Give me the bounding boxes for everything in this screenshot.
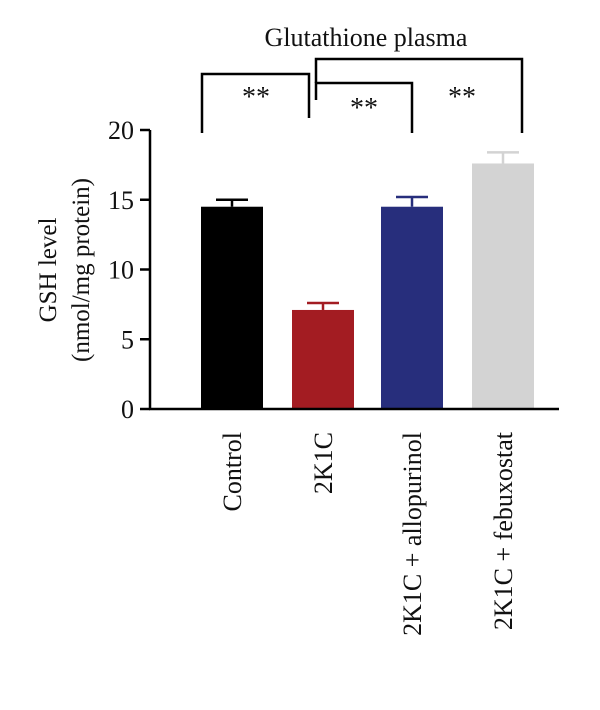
bar bbox=[381, 206, 443, 409]
significance-annotations: ** ** ** bbox=[200, 57, 524, 133]
x-tick-label: 2K1C bbox=[309, 432, 338, 494]
x-tick-label: Control bbox=[218, 432, 247, 511]
y-tick-label: 5 bbox=[121, 325, 134, 354]
significance-bracket bbox=[314, 57, 524, 133]
y-axis-ticks: 0 5 10 15 20 bbox=[108, 116, 150, 424]
y-axis-title: GSH level (nmol/mg protein) bbox=[35, 178, 95, 362]
bar bbox=[201, 206, 263, 409]
y-tick-label: 0 bbox=[121, 395, 134, 424]
significance-label: ** bbox=[350, 93, 378, 124]
significance-label: ** bbox=[242, 82, 270, 113]
significance-bracket bbox=[314, 81, 414, 133]
x-tick-label: 2K1C + allopurinol bbox=[398, 432, 427, 636]
bar bbox=[292, 309, 354, 409]
significance-bracket bbox=[200, 72, 311, 133]
bar bbox=[472, 163, 534, 409]
x-tick-label: 2K1C + febuxostat bbox=[489, 431, 518, 630]
y-tick-label: 20 bbox=[108, 116, 134, 145]
bars bbox=[201, 151, 534, 409]
x-axis-labels: Control 2K1C 2K1C + allopurinol 2K1C + febu… bbox=[218, 431, 518, 636]
y-axis-label-line1: GSH level bbox=[35, 218, 62, 323]
y-axis-label-line2: (nmol/mg protein) bbox=[68, 178, 95, 362]
y-tick-label: 10 bbox=[108, 256, 134, 285]
significance-label: ** bbox=[448, 82, 476, 113]
chart-title: Glutathione plasma bbox=[265, 23, 468, 52]
y-tick-label: 15 bbox=[108, 186, 134, 215]
